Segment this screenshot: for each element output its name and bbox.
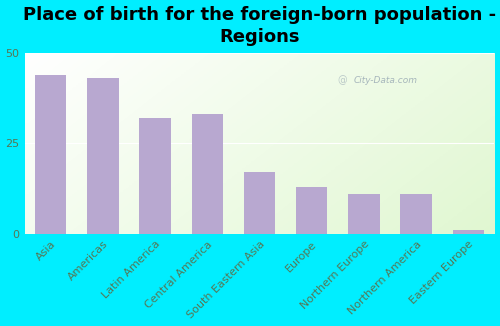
- Text: @: @: [337, 75, 346, 85]
- Bar: [140, 118, 170, 234]
- Title: Place of birth for the foreign-born population -
Regions: Place of birth for the foreign-born popu…: [23, 6, 496, 46]
- Text: City-Data.com: City-Data.com: [354, 76, 418, 84]
- Bar: [87, 78, 118, 234]
- Bar: [296, 187, 328, 234]
- Bar: [452, 230, 484, 234]
- Bar: [400, 194, 432, 234]
- Bar: [192, 114, 223, 234]
- Bar: [244, 172, 275, 234]
- Bar: [348, 194, 380, 234]
- Bar: [35, 75, 66, 234]
